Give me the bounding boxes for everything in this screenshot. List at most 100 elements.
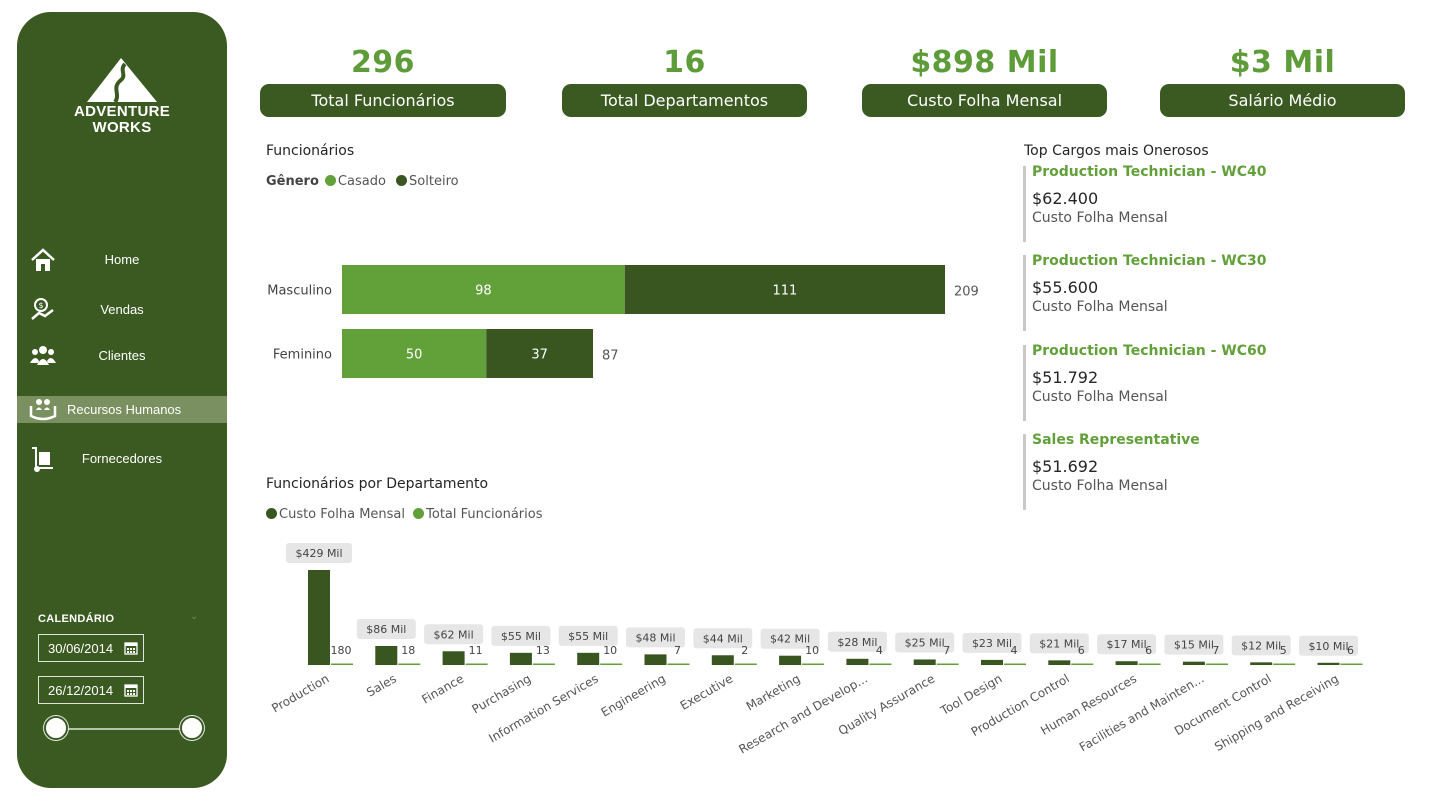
employees-data-label: 13 bbox=[536, 644, 550, 657]
data-label-bg bbox=[895, 632, 955, 653]
cost-bar bbox=[711, 655, 734, 665]
cargo-value: $51.692 bbox=[1032, 457, 1099, 476]
chevron-down-icon[interactable]: ⌄ bbox=[190, 611, 199, 622]
cargo-caption: Custo Folha Mensal bbox=[1032, 210, 1168, 226]
cost-bar bbox=[308, 570, 330, 665]
cost-bar bbox=[577, 652, 600, 665]
cargo-title: Production Technician - WC30 bbox=[1032, 253, 1267, 269]
nav-label-recursos-humanos: Recursos Humanos bbox=[67, 402, 182, 417]
employees-data-label: 6 bbox=[1078, 644, 1085, 657]
nav-label-clientes: Clientes bbox=[98, 348, 146, 363]
adventure-works-logo: ADVENTURE WORKS bbox=[69, 56, 175, 136]
gender-chart-title: Funcionários bbox=[266, 143, 355, 159]
calendar-icon[interactable] bbox=[124, 683, 138, 697]
sales-hand-icon: $ bbox=[31, 298, 54, 320]
sidebar: ADVENTURE WORKS Home $ Vendas Clientes bbox=[17, 12, 227, 788]
category-label: Facilities and Mainten... bbox=[1077, 671, 1206, 754]
nav-item-recursos-humanos[interactable]: Recursos Humanos bbox=[17, 396, 227, 423]
legend-solteiro[interactable]: Solteiro bbox=[409, 174, 459, 189]
home-icon bbox=[31, 248, 55, 271]
data-label-bg bbox=[286, 543, 352, 563]
employees-bar bbox=[1273, 663, 1296, 665]
legend-total[interactable]: Total Funcionários bbox=[426, 507, 543, 522]
cost-bar bbox=[1317, 662, 1340, 665]
end-date-input[interactable]: 26/12/2014 bbox=[38, 676, 144, 704]
kpi-custo-folha-mensal: $898 Mil Custo Folha Mensal bbox=[862, 44, 1107, 117]
cost-data-label: $55 Mil bbox=[568, 630, 608, 643]
slider-end-handle[interactable] bbox=[180, 716, 204, 740]
cost-bar bbox=[913, 659, 936, 665]
calendar-icon[interactable] bbox=[124, 641, 138, 655]
cost-data-label: $48 Mil bbox=[635, 631, 675, 644]
cargo-value: $62.400 bbox=[1032, 189, 1099, 208]
cost-data-label: $42 Mil bbox=[770, 633, 810, 646]
kpi-value: $898 Mil bbox=[910, 45, 1059, 80]
employees-bar bbox=[667, 663, 690, 665]
cost-data-label: $15 Mil bbox=[1174, 639, 1214, 652]
legend-dot-custo bbox=[266, 508, 277, 519]
cost-data-label: $55 Mil bbox=[501, 630, 541, 643]
employees-bar bbox=[331, 663, 353, 665]
dept-chart-title: Funcionários por Departamento bbox=[266, 476, 489, 492]
employees-bar bbox=[936, 663, 959, 665]
data-label-bg bbox=[1299, 635, 1358, 656]
cost-data-label: $429 Mil bbox=[295, 547, 342, 560]
employees-data-label: 7 bbox=[674, 644, 681, 657]
category-label: Engineering bbox=[599, 671, 668, 719]
gender-chart-svg: Masculino 98 111 209 Feminino 50 37 87 bbox=[267, 265, 979, 378]
start-date-input[interactable]: 30/06/2014 bbox=[38, 634, 144, 662]
legend-custo[interactable]: Custo Folha Mensal bbox=[279, 507, 405, 522]
dept-bar-chart: $429 Mil 180 Production $86 Mil 18 Sales $62 M… bbox=[260, 535, 1400, 795]
cost-bar bbox=[981, 659, 1003, 665]
cost-data-label: $86 Mil bbox=[366, 623, 406, 636]
employees-bar bbox=[1071, 663, 1094, 665]
bar-segment bbox=[342, 265, 625, 314]
gender-bar-chart: Masculino 98 111 209 Feminino 50 37 87 bbox=[260, 250, 1000, 390]
employees-bar bbox=[869, 663, 892, 665]
cost-bar bbox=[1048, 660, 1071, 665]
legend-casado[interactable]: Casado bbox=[337, 174, 386, 189]
employees-bar bbox=[600, 663, 623, 665]
employees-bar bbox=[802, 663, 825, 665]
data-label-bg bbox=[356, 618, 416, 639]
nav-item-home[interactable]: Home bbox=[17, 245, 227, 275]
employees-data-label: 6 bbox=[1145, 644, 1152, 657]
top-cargos-title: Top Cargos mais Onerosos bbox=[1024, 143, 1209, 159]
data-label-bg bbox=[760, 628, 820, 649]
data-label-bg bbox=[827, 631, 887, 652]
employees-bar bbox=[465, 663, 488, 665]
calendar-title: CALENDÁRIO bbox=[38, 613, 115, 625]
date-range-slider-track[interactable] bbox=[56, 728, 192, 730]
cost-data-label: $23 Mil bbox=[972, 637, 1012, 650]
brand-line-2: WORKS bbox=[92, 119, 152, 136]
employees-bar bbox=[1004, 663, 1026, 665]
cost-data-label: $25 Mil bbox=[905, 636, 945, 649]
category-label: Masculino bbox=[267, 284, 332, 299]
nav-label-home: Home bbox=[104, 252, 140, 267]
data-label-bg bbox=[962, 632, 1022, 653]
cargo-title: Sales Representative bbox=[1032, 432, 1200, 448]
nav-item-clientes[interactable]: Clientes bbox=[17, 341, 227, 371]
data-label-bg bbox=[626, 627, 685, 648]
data-label-bg bbox=[1231, 635, 1291, 656]
nav-item-vendas[interactable]: $ Vendas bbox=[17, 295, 227, 325]
cost-data-label: $10 Mil bbox=[1308, 640, 1348, 653]
employees-bar bbox=[1138, 663, 1161, 665]
mountain-logo-icon bbox=[87, 58, 157, 104]
employees-data-label: 10 bbox=[805, 644, 819, 657]
cargo-caption: Custo Folha Mensal bbox=[1032, 478, 1168, 494]
kpi-label: Total Funcionários bbox=[260, 84, 506, 117]
category-label: Feminino bbox=[273, 348, 332, 363]
cost-data-label: $62 Mil bbox=[434, 628, 474, 641]
people-hands-icon bbox=[29, 399, 57, 421]
cost-bar bbox=[375, 645, 398, 665]
nav-item-fornecedores[interactable]: Fornecedores bbox=[17, 444, 227, 474]
legend-title: Gênero bbox=[266, 174, 319, 189]
data-label-bg bbox=[491, 625, 551, 646]
employees-data-label: 2 bbox=[741, 644, 748, 657]
category-label: Marketing bbox=[744, 671, 803, 713]
slider-start-handle[interactable] bbox=[44, 716, 68, 740]
data-label-bg bbox=[693, 628, 753, 649]
data-label-bg bbox=[1097, 634, 1157, 655]
kpi-value: $3 Mil bbox=[1229, 45, 1336, 80]
